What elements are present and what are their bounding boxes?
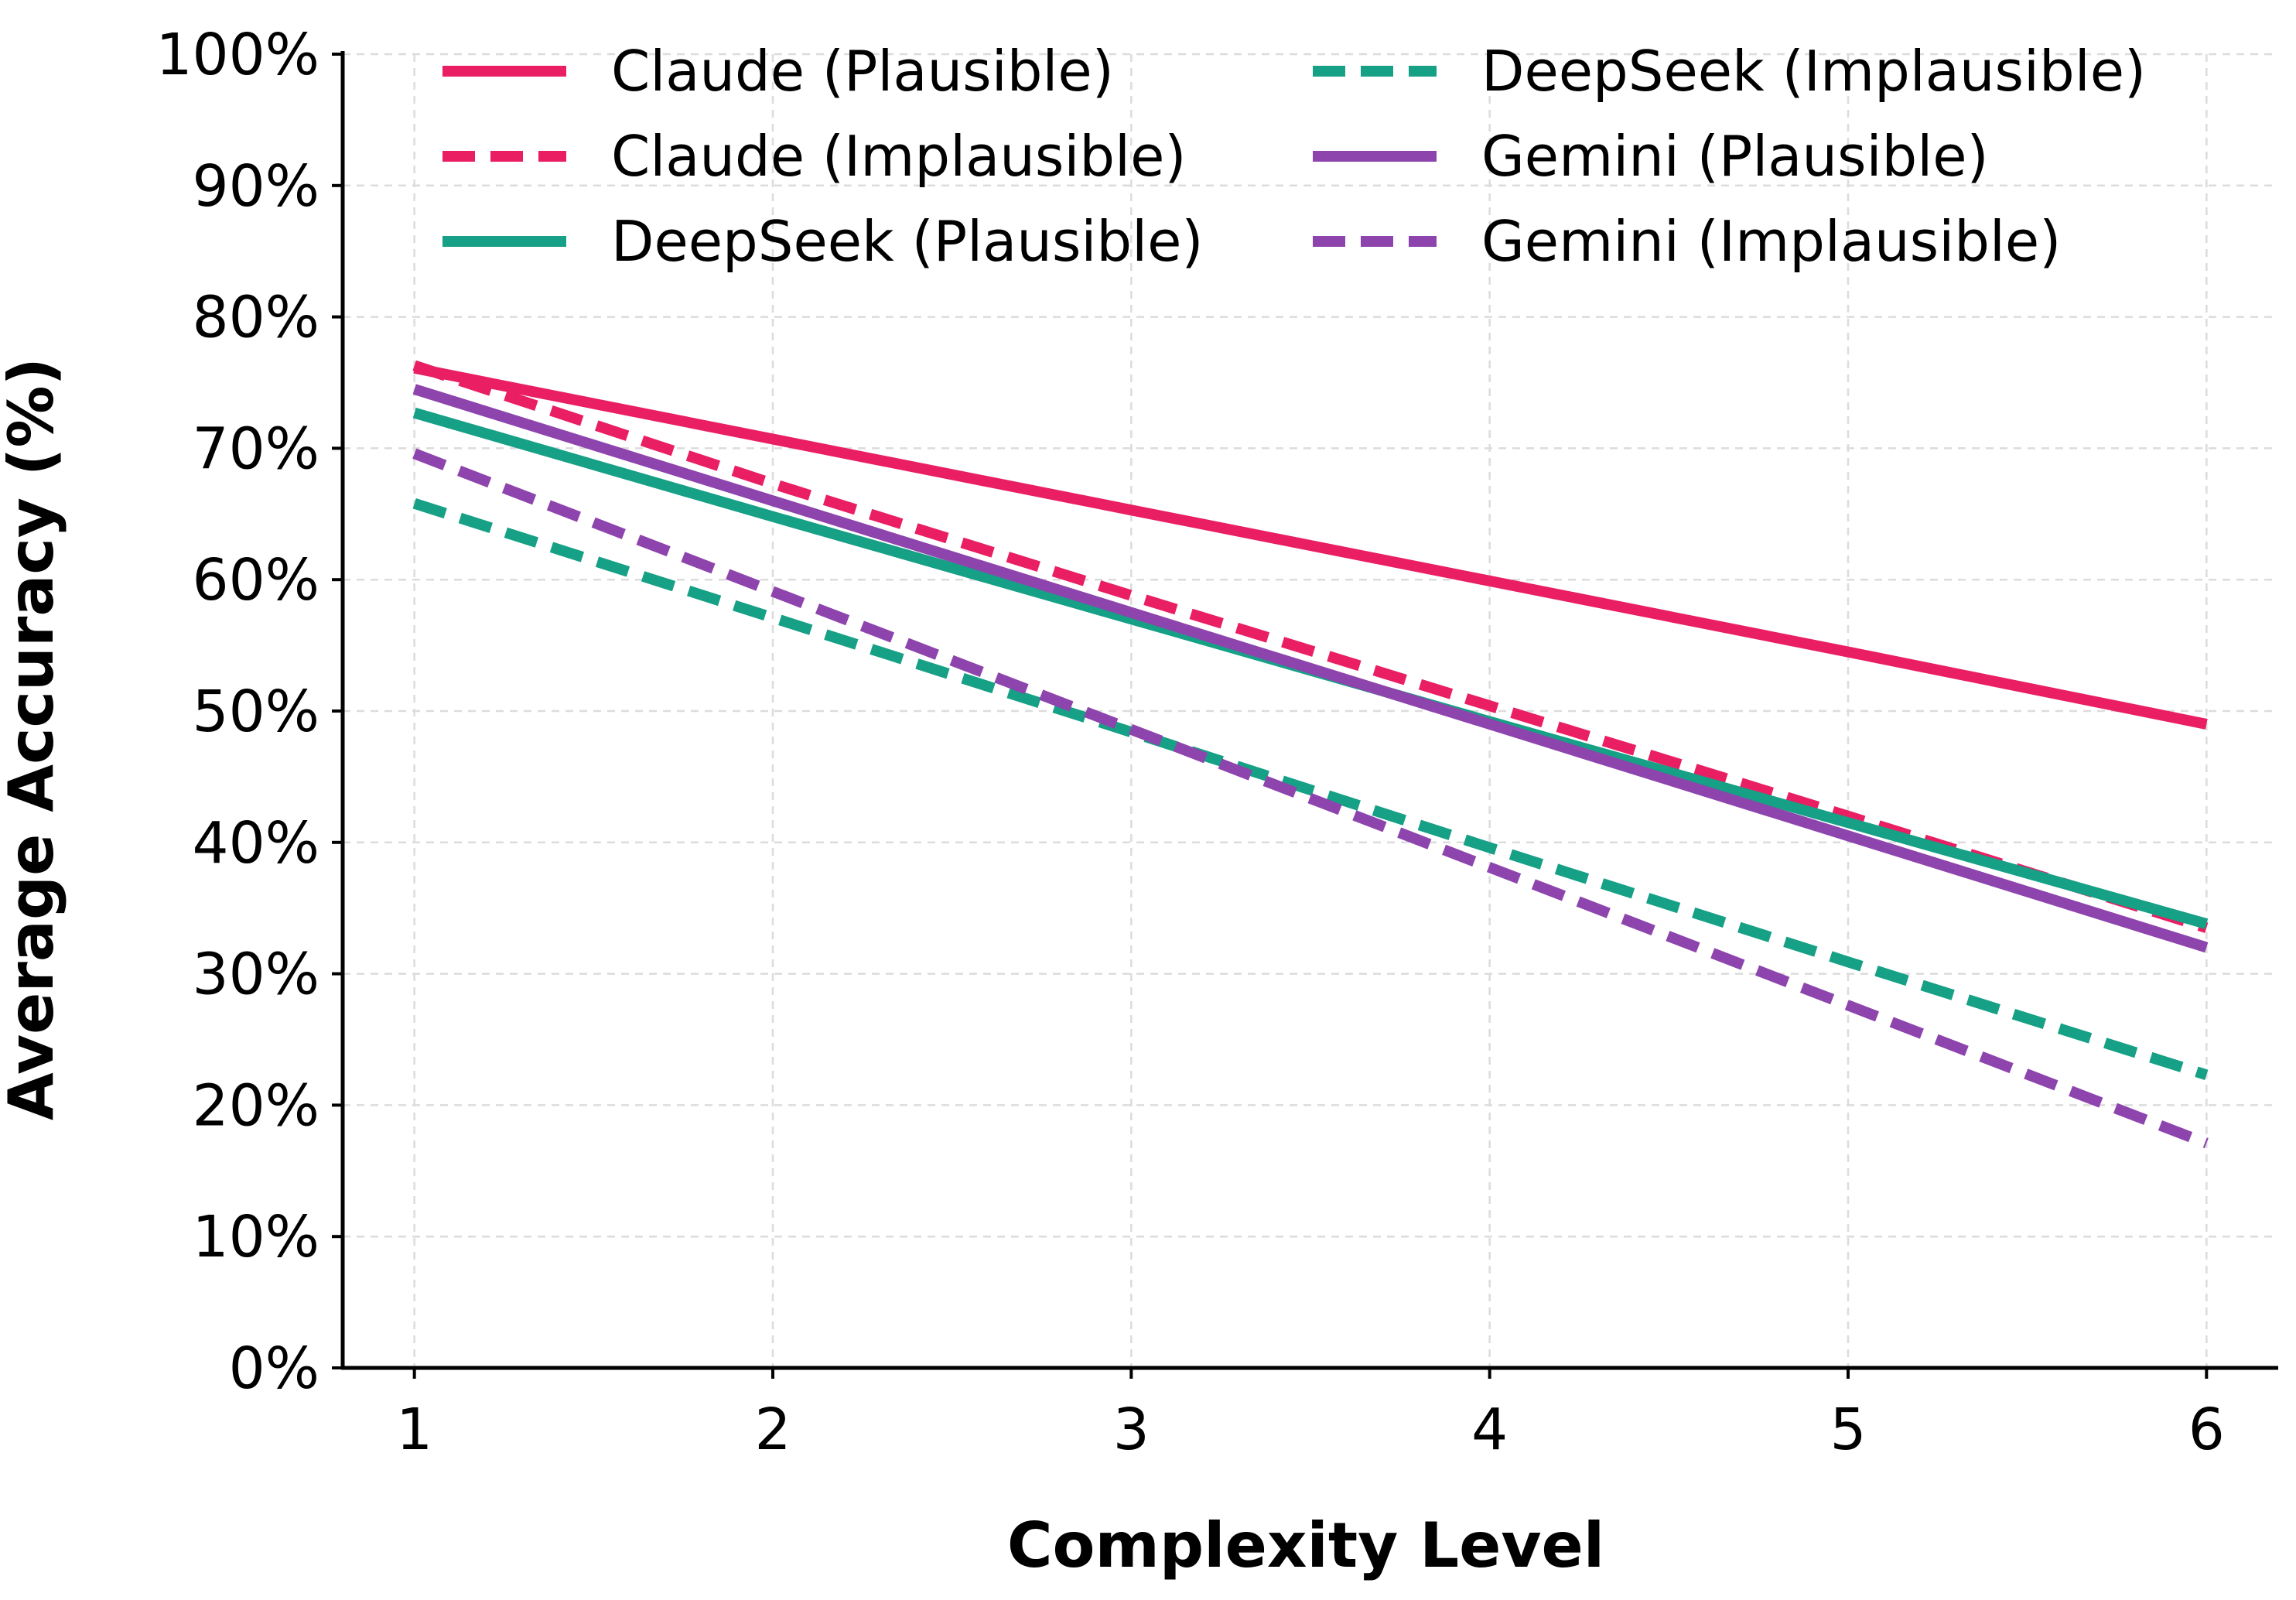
y-tick-label: 60%: [193, 547, 319, 614]
series-line-gemini-implausible: [412, 448, 2209, 1149]
legend-item: Claude (Implausible): [442, 124, 1186, 189]
series-line-gemini-plausible: [412, 384, 2209, 953]
legend-label: Gemini (Implausible): [1481, 209, 2061, 274]
series-lines: [412, 360, 2209, 1149]
y-tick-label: 30%: [193, 942, 319, 1008]
y-tick-label: 90%: [193, 153, 319, 220]
series-line-claude-plausible: [413, 362, 2208, 730]
x-tick-label: 1: [396, 1397, 432, 1463]
legend-item: DeepSeek (Plausible): [442, 209, 1204, 274]
y-tick-label: 80%: [193, 285, 319, 351]
legend-item: DeepSeek (Implausible): [1313, 39, 2146, 104]
legend-item: Gemini (Plausible): [1313, 124, 1989, 189]
legend-item: Claude (Plausible): [442, 39, 1114, 104]
legend-label: DeepSeek (Plausible): [611, 209, 1204, 274]
x-tick-label: 5: [1830, 1397, 1866, 1463]
legend-label: DeepSeek (Implausible): [1481, 39, 2146, 104]
legend-label: Gemini (Plausible): [1481, 124, 1989, 189]
x-tick-label: 3: [1113, 1397, 1150, 1463]
x-tick-label: 6: [2188, 1397, 2225, 1463]
x-axis-title: Complexity Level: [1007, 1509, 1604, 1581]
y-tick-label: 0%: [229, 1335, 319, 1402]
legend: Claude (Plausible) Claude (Implausible) De…: [442, 39, 2146, 274]
y-tick-label: 40%: [193, 810, 319, 877]
y-tick-label: 20%: [193, 1072, 319, 1139]
y-tick-label: 70%: [193, 415, 319, 482]
series-line-deepseek-implausible: [412, 498, 2209, 1080]
tick-labels: 0% 10% 20% 30% 40% 50% 60% 70% 80% 90% 100% 1 2 3 4 5 6: [155, 22, 2224, 1463]
y-tick-label: 50%: [193, 679, 319, 745]
y-tick-label: 100%: [155, 22, 319, 88]
legend-label: Claude (Plausible): [611, 39, 1114, 104]
y-tick-label: 10%: [193, 1204, 319, 1270]
x-tick-label: 2: [754, 1397, 791, 1463]
x-tick-label: 4: [1471, 1397, 1508, 1463]
legend-label: Claude (Implausible): [611, 124, 1186, 189]
legend-item: Gemini (Implausible): [1313, 209, 2061, 274]
y-axis-title: Average Accuracy (%): [0, 357, 67, 1120]
